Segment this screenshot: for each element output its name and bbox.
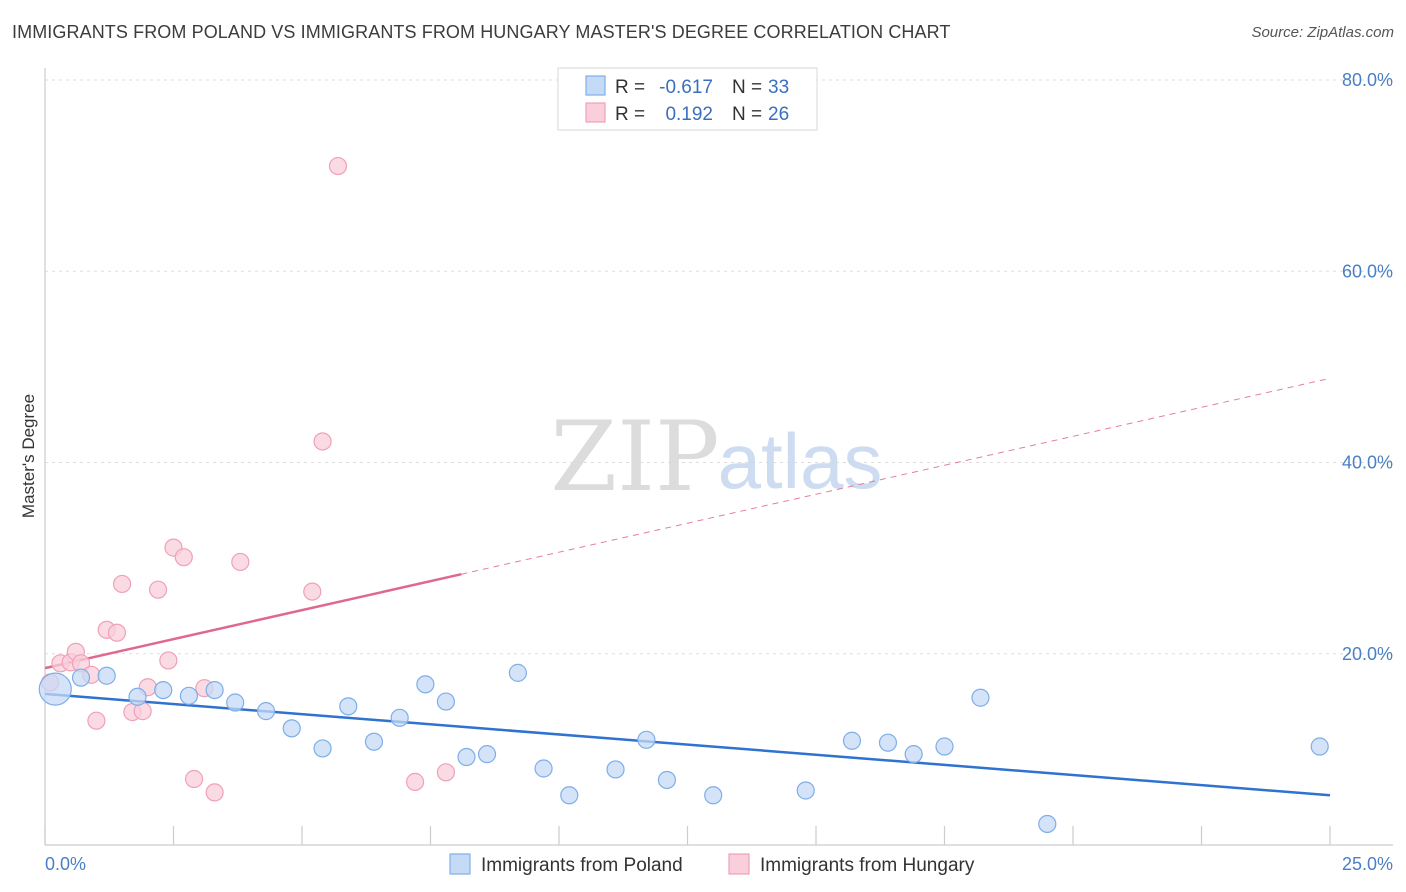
tick-labels: 20.0% 40.0% 60.0% 80.0% 0.0% 25.0%: [45, 70, 1393, 874]
x-tick-label: 0.0%: [45, 854, 86, 874]
watermark-atlas: atlas: [718, 417, 883, 505]
data-point-hungary: [231, 552, 250, 572]
data-point-poland: [339, 697, 358, 716]
data-point-hungary: [174, 548, 193, 567]
data-point-hungary: [87, 711, 106, 730]
data-point-poland: [904, 745, 923, 764]
y-axis-label: Master's Degree: [19, 394, 38, 518]
legend-swatch-hungary: [585, 102, 606, 123]
data-point-hungary: [159, 651, 178, 670]
data-point-hungary: [107, 623, 127, 642]
legend-n-value-hungary: 26: [768, 104, 789, 125]
data-point-hungary: [328, 156, 348, 176]
bottom-legend-label-hungary: Immigrants from Hungary: [760, 855, 975, 876]
y-tick-label: 80.0%: [1342, 70, 1393, 90]
data-point-poland: [971, 688, 990, 707]
data-point-hungary: [405, 772, 425, 791]
y-tick-label: 60.0%: [1342, 261, 1393, 281]
chart-title: IMMIGRANTS FROM POLAND VS IMMIGRANTS FRO…: [12, 22, 951, 42]
data-point-poland: [842, 731, 862, 750]
data-point-poland: [97, 666, 116, 685]
data-point-poland: [637, 730, 656, 749]
legend-r-label-hungary: R =: [615, 104, 645, 125]
x-tick-label: 25.0%: [1342, 854, 1393, 874]
data-point-poland: [179, 686, 199, 705]
data-point-poland: [282, 719, 301, 738]
data-point-poland: [313, 739, 332, 758]
legend-n-label-poland: N =: [732, 77, 762, 98]
data-point-hungary: [303, 582, 322, 601]
trend-line-hungary-extension: [461, 377, 1331, 575]
data-point-poland: [457, 747, 476, 767]
data-point-poland: [534, 759, 553, 778]
data-point-hungary: [112, 574, 132, 594]
legend-n-value-poland: 33: [768, 77, 789, 98]
data-point-poland: [256, 702, 276, 721]
bottom-legend-label-poland: Immigrants from Poland: [481, 855, 683, 876]
legend-n-label-hungary: N =: [732, 104, 762, 125]
trend-line-hungary: [44, 572, 462, 670]
data-point-poland: [796, 781, 815, 800]
data-point-hungary: [148, 580, 168, 599]
stats-legend: R = -0.617 N = 33 R = 0.192 N = 26: [557, 67, 818, 131]
data-point-hungary: [313, 432, 332, 451]
data-point-poland: [878, 733, 898, 752]
data-point-poland: [416, 675, 435, 694]
data-point-hungary: [184, 769, 204, 789]
legend-swatch-poland: [585, 75, 606, 96]
data-point-poland: [704, 786, 723, 805]
data-point-poland: [71, 668, 91, 687]
data-point-hungary: [436, 763, 456, 782]
data-points: [38, 156, 1329, 834]
data-point-poland: [128, 687, 147, 706]
data-point-poland: [38, 672, 72, 706]
data-point-hungary: [205, 783, 224, 802]
data-point-poland: [436, 692, 456, 711]
watermark-zip: ZIP: [550, 401, 719, 513]
legend-r-value-hungary: 0.192: [665, 104, 713, 125]
data-point-poland: [606, 760, 625, 779]
y-tick-label: 20.0%: [1342, 644, 1393, 664]
y-tick-label: 40.0%: [1342, 453, 1393, 473]
data-point-poland: [364, 732, 384, 751]
source-label: Source: ZipAtlas.com: [1251, 24, 1394, 41]
data-point-poland: [154, 680, 173, 700]
data-point-poland: [508, 663, 527, 682]
data-point-poland: [226, 693, 245, 712]
legend-r-label-poland: R =: [615, 77, 645, 98]
data-point-poland: [657, 770, 677, 790]
bottom-legend-swatch-hungary: [728, 853, 750, 875]
data-point-poland: [477, 745, 497, 764]
bottom-legend-swatch-poland: [449, 853, 471, 875]
data-point-poland: [935, 737, 954, 756]
legend-r-value-poland: -0.617: [659, 77, 713, 98]
data-point-poland: [1310, 737, 1329, 756]
data-point-poland: [390, 708, 409, 727]
series-legend: Immigrants from Poland Immigrants from H…: [449, 853, 975, 876]
data-point-poland: [1038, 814, 1057, 834]
axes: [44, 68, 1393, 846]
watermark: ZIP atlas: [550, 401, 882, 513]
data-point-poland: [205, 680, 224, 700]
data-point-poland: [560, 786, 579, 805]
